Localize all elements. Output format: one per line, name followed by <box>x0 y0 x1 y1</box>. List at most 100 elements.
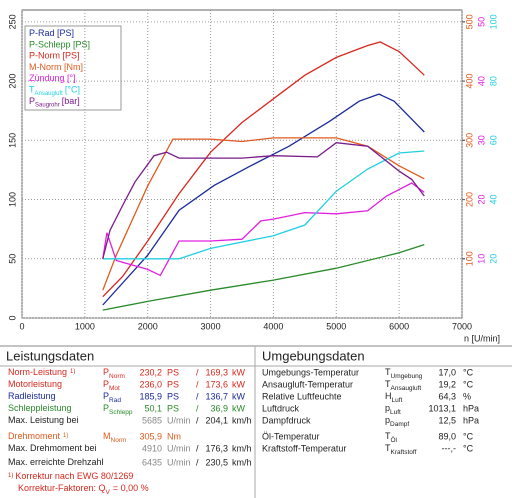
unit: kW <box>232 391 246 401</box>
value: 19,2 <box>438 379 456 389</box>
unit: °C <box>463 431 474 441</box>
separator: / <box>196 367 199 377</box>
symbol: TKraftstoff <box>385 443 417 455</box>
unit: km/h <box>232 415 252 425</box>
symbol-sub: Kraftstoff <box>391 449 417 456</box>
value: 17,0 <box>438 367 456 377</box>
x-tick-label: 3000 <box>201 321 221 331</box>
unit: Nm <box>167 431 181 441</box>
symbol: MNorm <box>103 431 126 443</box>
separator: / <box>196 415 199 425</box>
symbol: TUmgebung <box>385 367 423 379</box>
row-label: Radleistung <box>8 391 56 401</box>
row-label-text: Max. Leistung bei <box>8 415 79 425</box>
y-tick-label: 60 <box>488 135 498 145</box>
symbol: pLuft <box>385 403 401 415</box>
symbol-sub: Rad <box>109 397 121 404</box>
unit: U/min <box>167 457 191 467</box>
footnote-text: Korrektur nach EWG 80/1269 <box>15 471 133 481</box>
unit: PS <box>167 367 179 377</box>
x-axis-label: n [U/min] <box>464 333 500 343</box>
footnote-mark: 1) <box>8 473 13 479</box>
y-tick-label: 500 <box>464 14 474 29</box>
separator: / <box>196 443 199 453</box>
symbol-sub: Norm <box>109 373 125 380</box>
symbol: HLuft <box>385 391 403 403</box>
symbol-sub: Ansaugluft <box>391 385 422 392</box>
y-tick-label: 200 <box>464 192 474 207</box>
symbol-main: P <box>103 403 109 413</box>
unit: PS <box>167 391 179 401</box>
symbol-main: M <box>103 431 111 441</box>
footnote: Korrektur-Faktoren: QV = 0,00 % <box>18 483 149 495</box>
row-label: Ansaugluft-Temperatur <box>262 379 353 389</box>
value: 6435 <box>142 457 162 467</box>
legend-name: T <box>29 85 35 95</box>
symbol: PNorm <box>103 367 125 379</box>
separator: / <box>196 391 199 401</box>
y-tick-label: 300 <box>464 133 474 148</box>
unit: km/h <box>232 457 252 467</box>
value: 173,6 <box>205 379 228 389</box>
symbol-main: T <box>385 367 391 377</box>
symbol: pDampf <box>385 415 409 427</box>
y-tick-label: 80 <box>488 76 498 86</box>
legend-name: M-Norm [Nm] <box>29 62 83 72</box>
row-label-text: Drehmoment <box>8 431 61 441</box>
symbol: PMot <box>103 379 120 391</box>
legend-entry: Zündung [°] <box>29 74 76 84</box>
symbol-sub: Mot <box>109 385 120 392</box>
value: 12,5 <box>438 415 456 425</box>
value: 64,3 <box>438 391 456 401</box>
unit: hPa <box>463 403 479 413</box>
value: 89,0 <box>438 431 456 441</box>
row-label-text: Radleistung <box>8 391 56 401</box>
row-label: Max. Drehmoment bei <box>8 443 97 453</box>
row-label: Umgebungs-Temperatur <box>262 367 359 377</box>
series-line <box>102 142 425 259</box>
footnote: 1) Korrektur nach EWG 80/1269 <box>8 471 133 481</box>
row-label-text: Schleppleistung <box>8 403 72 413</box>
y-tick-label: 400 <box>464 74 474 89</box>
symbol: PRad <box>103 391 121 403</box>
unit: °C <box>463 367 474 377</box>
y-tick-label: 100 <box>464 251 474 266</box>
row-label: Motorleistung <box>8 379 62 389</box>
unit: hPa <box>463 415 479 425</box>
y-tick-label: 200 <box>7 74 17 89</box>
symbol-sub: Öl <box>391 436 398 444</box>
value: ---,- <box>442 443 457 453</box>
value: 50,1 <box>144 403 162 413</box>
unit: kW <box>232 379 246 389</box>
symbol-main: p <box>385 403 390 413</box>
unit: °C <box>463 443 474 453</box>
y-tick-label: 250 <box>7 14 17 29</box>
value: 176,3 <box>205 443 228 453</box>
row-label-text: Norm-Leistung <box>8 367 67 377</box>
legend-name-suffix: [bar] <box>62 96 80 106</box>
legend-name: P-Rad [PS] <box>29 28 74 38</box>
symbol-main: T <box>385 431 391 441</box>
symbol-sub: Schlepp <box>109 409 133 416</box>
value: 136,7 <box>205 391 228 401</box>
series-line <box>102 137 425 291</box>
y-tick-label: 30 <box>476 135 486 145</box>
value: 36,9 <box>210 403 228 413</box>
symbol-main: P <box>103 391 109 401</box>
row-label: Max. erreichte Drehzahl <box>8 457 104 467</box>
table-title: Umgebungsdaten <box>262 348 365 363</box>
row-label-text: Max. Drehmoment bei <box>8 443 97 453</box>
row-label: Kraftstoff-Temperatur <box>262 443 346 453</box>
unit: °C <box>463 379 474 389</box>
symbol-main: P <box>103 379 109 389</box>
symbol-sub: Norm <box>111 437 127 444</box>
value: 305,9 <box>139 431 162 441</box>
x-tick-label: 0 <box>19 321 24 331</box>
legend-name: P-Norm [PS] <box>29 51 80 61</box>
row-label: Relative Luftfeuchte <box>262 391 342 401</box>
footnote-mark: 1) <box>63 433 68 439</box>
value: 5685 <box>142 415 162 425</box>
y-tick-label: 20 <box>488 254 498 264</box>
row-label: Norm-Leistung 1) <box>8 367 75 377</box>
separator: / <box>196 403 199 413</box>
